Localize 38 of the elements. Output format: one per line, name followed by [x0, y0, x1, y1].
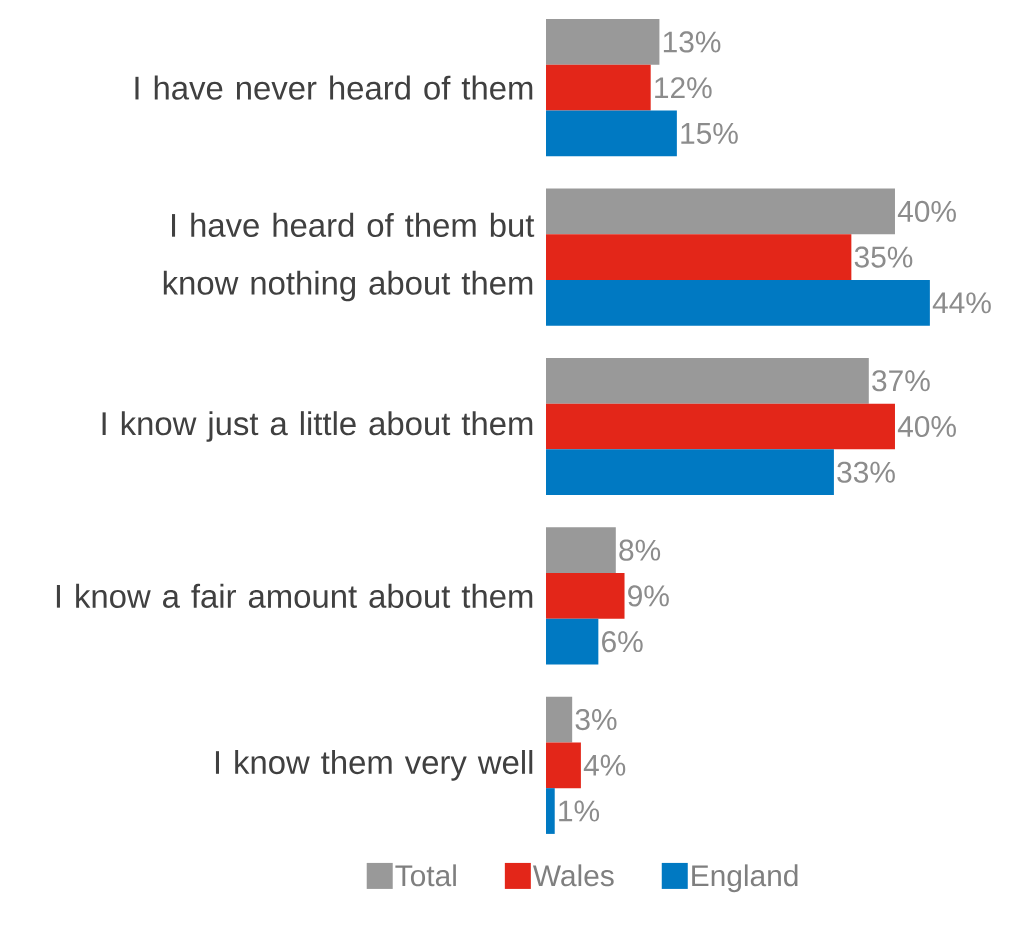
y-tick-label: I know them very well — [215, 749, 533, 781]
data-label: 6% — [602, 631, 643, 653]
bar — [546, 64, 651, 111]
y-tick-label: I have never heard of them — [135, 75, 533, 100]
bar — [546, 279, 930, 326]
data-label: 13% — [663, 31, 721, 53]
data-label: 15% — [681, 122, 738, 144]
bar — [546, 110, 677, 157]
legend-label: Total — [395, 864, 456, 887]
data-label: 33% — [837, 461, 895, 483]
bar — [546, 188, 895, 235]
bar — [546, 19, 660, 65]
data-label: 40% — [897, 200, 956, 222]
bar — [546, 527, 616, 574]
y-tick-label: I know just a little about them — [102, 411, 533, 442]
data-label: 12% — [655, 77, 712, 99]
data-label: 9% — [628, 585, 669, 607]
bar — [546, 788, 555, 834]
data-label: 35% — [854, 246, 913, 268]
bar — [546, 449, 834, 496]
data-label: 8% — [619, 539, 661, 561]
bar — [546, 618, 599, 665]
data-label: 40% — [897, 415, 956, 438]
data-label: 37% — [872, 370, 930, 392]
y-tick-label: I know a fair amount about them — [56, 583, 533, 608]
data-label: 4% — [583, 754, 626, 776]
bar — [546, 573, 625, 619]
bar — [546, 234, 852, 280]
data-label: 44% — [932, 292, 991, 314]
bar — [546, 742, 581, 789]
y-tick-label: I have heard of them but know nothing about them — [163, 212, 535, 302]
legend-label: England — [692, 864, 798, 893]
legend-label: Wales — [532, 864, 614, 887]
bar — [546, 696, 573, 743]
data-label: 3% — [575, 708, 617, 731]
bar — [546, 403, 895, 450]
bar — [546, 357, 869, 404]
data-label: 1% — [559, 800, 600, 822]
